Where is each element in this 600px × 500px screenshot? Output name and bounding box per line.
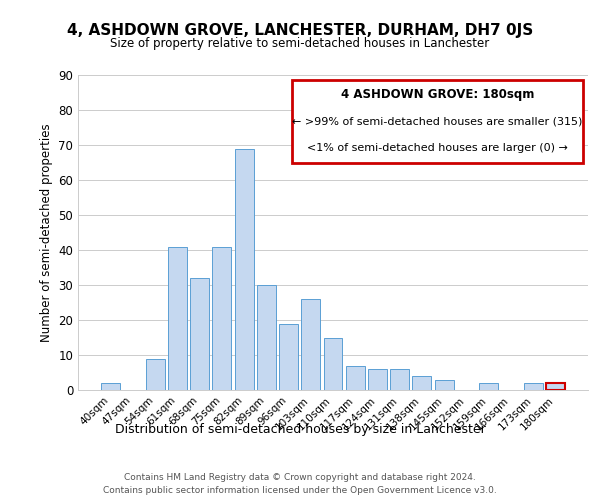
FancyBboxPatch shape: [292, 80, 583, 163]
Bar: [346, 366, 365, 390]
Bar: [368, 369, 387, 390]
Bar: [390, 369, 409, 390]
Bar: [323, 338, 343, 390]
Bar: [212, 246, 231, 390]
Bar: [301, 299, 320, 390]
Text: Size of property relative to semi-detached houses in Lanchester: Size of property relative to semi-detach…: [110, 38, 490, 51]
Text: 4 ASHDOWN GROVE: 180sqm: 4 ASHDOWN GROVE: 180sqm: [341, 88, 534, 102]
Bar: [168, 246, 187, 390]
Bar: [435, 380, 454, 390]
Bar: [524, 383, 542, 390]
Bar: [146, 358, 164, 390]
Bar: [546, 383, 565, 390]
Bar: [279, 324, 298, 390]
Text: <1% of semi-detached houses are larger (0) →: <1% of semi-detached houses are larger (…: [307, 143, 568, 153]
Text: ← >99% of semi-detached houses are smaller (315): ← >99% of semi-detached houses are small…: [292, 116, 583, 126]
Text: Distribution of semi-detached houses by size in Lanchester: Distribution of semi-detached houses by …: [115, 422, 485, 436]
Bar: [101, 383, 120, 390]
Bar: [479, 383, 498, 390]
Text: 4, ASHDOWN GROVE, LANCHESTER, DURHAM, DH7 0JS: 4, ASHDOWN GROVE, LANCHESTER, DURHAM, DH…: [67, 22, 533, 38]
Bar: [235, 148, 254, 390]
Bar: [412, 376, 431, 390]
Y-axis label: Number of semi-detached properties: Number of semi-detached properties: [40, 123, 53, 342]
Bar: [190, 278, 209, 390]
Text: Contains public sector information licensed under the Open Government Licence v3: Contains public sector information licen…: [103, 486, 497, 495]
Bar: [257, 285, 276, 390]
Text: Contains HM Land Registry data © Crown copyright and database right 2024.: Contains HM Land Registry data © Crown c…: [124, 472, 476, 482]
